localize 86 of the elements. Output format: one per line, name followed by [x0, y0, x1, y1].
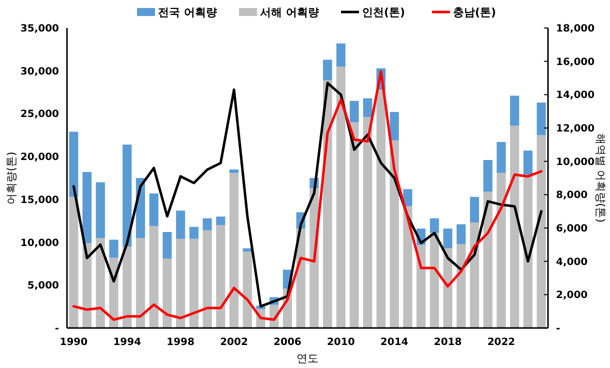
bar: [82, 172, 92, 244]
x-tick-label: 2010: [326, 337, 355, 348]
y-tick-label: 5,000: [27, 280, 60, 292]
y-tick-label: 15,000: [20, 194, 60, 206]
bar: [456, 224, 466, 244]
y2-tick-label: 4,000: [556, 256, 588, 268]
y2-tick-label: 8,000: [556, 190, 588, 202]
bar: [350, 100, 359, 122]
y-tick-label: 35,000: [20, 24, 60, 34]
bar: [483, 192, 492, 328]
bar: [149, 193, 158, 226]
bar: [363, 98, 372, 118]
bar: [162, 258, 172, 328]
bar: [483, 160, 492, 192]
bar: [536, 102, 546, 136]
bar: [229, 172, 239, 328]
bar: [363, 117, 372, 328]
bar: [536, 135, 546, 328]
bar: [69, 196, 78, 328]
bar: [390, 112, 399, 140]
bar: [403, 189, 412, 206]
y-axis-title: 어획량(톤): [5, 152, 18, 204]
bar: [216, 216, 226, 226]
legend-label: 인천(톤): [362, 6, 406, 19]
x-tick-label: 2018: [434, 337, 462, 348]
x-tick-label: 2022: [487, 337, 516, 348]
bar: [336, 66, 346, 328]
y-tick-label: 25,000: [20, 109, 60, 120]
legend-label: 서해 어획량: [260, 6, 319, 19]
bar: [122, 144, 132, 247]
bar: [496, 172, 506, 328]
bar: [176, 210, 186, 239]
x-tick-label: 2002: [220, 337, 248, 348]
y-tick-label: 20,000: [20, 152, 60, 164]
legend-label: 전국 어획량: [158, 6, 217, 19]
bar: [416, 244, 426, 328]
bar: [202, 218, 212, 230]
x-tick-label: 1990: [60, 337, 88, 348]
bar: [189, 238, 198, 328]
bar: [136, 238, 146, 328]
bar: [162, 232, 172, 259]
bar: [216, 225, 226, 328]
bar: [323, 60, 332, 80]
bar: [523, 150, 532, 175]
bar: [430, 232, 439, 328]
bar: [496, 142, 506, 173]
x-tick-label: 1994: [113, 337, 142, 348]
y2-tick-label: 14,000: [556, 90, 595, 102]
bar: [510, 96, 520, 126]
bar: [430, 218, 439, 233]
bar: [96, 182, 105, 238]
bar: [242, 252, 252, 328]
bar: [443, 248, 452, 328]
y2-tick-label: 18,000: [556, 24, 595, 34]
bar: [470, 196, 480, 223]
x-tick-label: 2014: [380, 337, 408, 348]
bar: [350, 122, 359, 328]
x-tick-label: 2006: [274, 337, 302, 348]
bar: [510, 126, 520, 328]
x-tick-label: 1998: [166, 337, 195, 348]
x-axis-title: 연도: [296, 352, 318, 365]
bar: [122, 246, 132, 328]
bar: [403, 206, 412, 328]
y2-tick-label: 16,000: [556, 56, 595, 68]
bar: [149, 226, 158, 328]
bar: [176, 238, 186, 328]
bar: [443, 228, 452, 248]
bar: [456, 244, 466, 328]
bar: [336, 43, 346, 67]
y2-tick-label: 12,000: [556, 124, 595, 134]
y2-tick-label: -: [556, 324, 560, 334]
y2-tick-label: 6,000: [556, 224, 588, 234]
y-tick-label: 30,000: [20, 66, 60, 78]
legend-label: 충남(톤): [453, 6, 496, 19]
bar: [109, 240, 118, 258]
y-tick-label: 10,000: [20, 238, 60, 249]
y2-tick-label: 10,000: [556, 156, 595, 168]
y2-tick-label: 2,000: [556, 290, 588, 302]
bar: [376, 90, 386, 328]
bar: [523, 174, 532, 328]
bar: [229, 169, 239, 173]
bar: [69, 132, 78, 197]
y2-axis-title: 해역별 어획량(톤): [594, 133, 607, 223]
bar: [202, 230, 212, 328]
bar: [189, 226, 198, 239]
y-tick-label: -: [54, 324, 59, 334]
